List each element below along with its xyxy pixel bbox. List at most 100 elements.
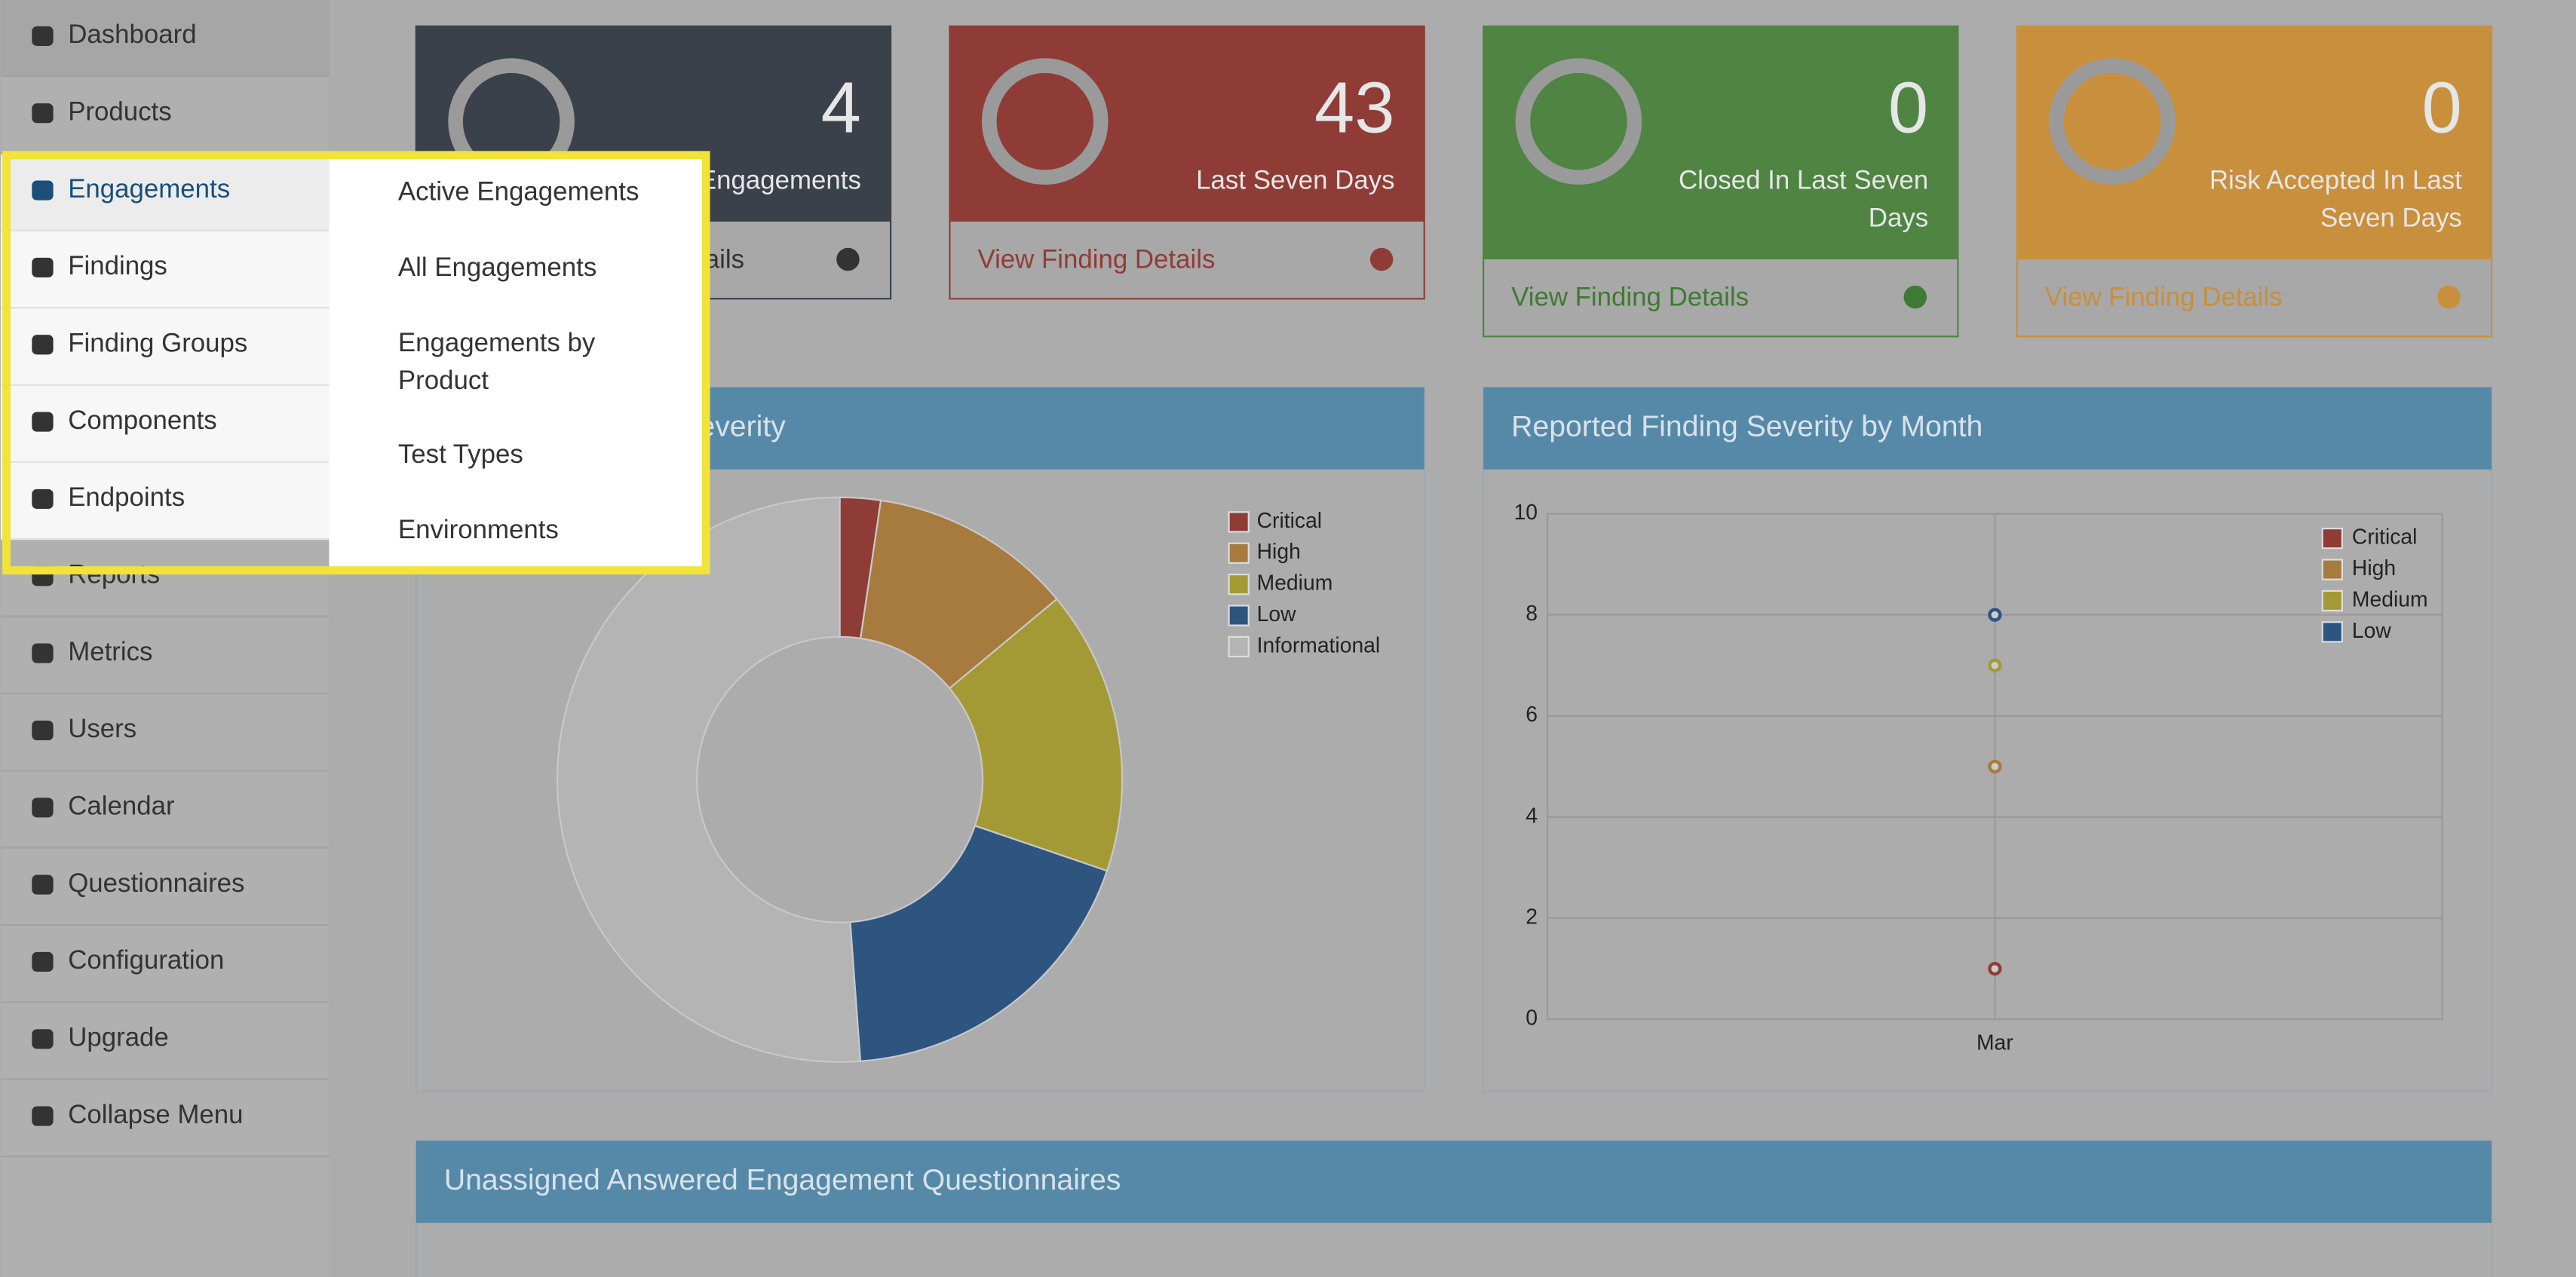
legend-label: Low <box>2352 618 2391 642</box>
legend-swatch <box>1228 542 1250 564</box>
card-value: 43 <box>1314 68 1395 149</box>
legend-label: Critical <box>1257 508 1322 532</box>
legend-swatch <box>2321 559 2343 580</box>
sidebar-icon <box>32 1106 54 1126</box>
sidebar-icon <box>32 798 54 818</box>
card-value: 4 <box>821 68 861 149</box>
line-panel-title: Reported Finding Severity by Month <box>1511 411 1983 443</box>
card-link-icon <box>1369 247 1394 271</box>
y-tick-label: 8 <box>1526 601 1538 625</box>
sidebar-icon <box>32 412 54 432</box>
legend-swatch <box>1228 511 1250 533</box>
card-label: Closed In Last Seven Days <box>1679 167 1929 234</box>
sidebar-item[interactable] <box>0 1079 330 1156</box>
dropdown-item-box: All Engagements <box>397 254 597 283</box>
sidebar-label[interactable]: Calendar <box>68 791 175 820</box>
card-icon <box>2049 58 2176 185</box>
card-value: 0 <box>2422 68 2462 149</box>
dropdown-menu <box>329 154 706 570</box>
sidebar-label[interactable]: Products <box>68 96 171 126</box>
data-point <box>1988 759 2002 773</box>
card-link-icon <box>1903 285 1927 309</box>
sidebar-item[interactable] <box>0 926 330 1002</box>
sidebar-icon <box>32 874 54 895</box>
sidebar-item[interactable] <box>0 1003 330 1079</box>
sidebar-item[interactable] <box>0 694 330 770</box>
card-label-box: Last Seven Days <box>1196 167 1395 196</box>
legend-swatch <box>1228 605 1250 626</box>
dropdown-item[interactable]: Test Types <box>397 441 523 470</box>
card-top <box>949 26 1424 222</box>
card-label: Last Seven Days <box>1196 167 1395 196</box>
sidebar-item[interactable] <box>0 617 330 693</box>
sidebar-item[interactable] <box>0 0 330 76</box>
y-tick-label: 0 <box>1526 1006 1538 1030</box>
sidebar-icon <box>32 720 54 740</box>
legend-label: Critical <box>2352 525 2417 549</box>
sidebar-label[interactable]: Configuration <box>68 945 224 975</box>
dropdown-item[interactable]: All Engagements <box>397 254 597 283</box>
sidebar-label[interactable]: Metrics <box>68 637 152 666</box>
pie-slice <box>557 496 862 1063</box>
sidebar-icon <box>32 1029 54 1049</box>
dropdown-item-box: Test Types <box>397 441 523 470</box>
questionnaire-panel-header <box>416 1141 2492 1223</box>
card-label: Risk Accepted In Last Seven Days <box>2209 167 2462 234</box>
dropdown-item-box: Environments <box>397 516 559 545</box>
dropdown-item-box: Engagements by Product <box>397 329 596 396</box>
sidebar-item[interactable] <box>0 77 330 153</box>
sidebar-icon <box>32 26 54 46</box>
sidebar-item[interactable] <box>0 540 330 616</box>
sidebar-icon <box>32 335 54 355</box>
legend-label: Informational <box>1257 632 1381 657</box>
data-point <box>1988 658 2002 672</box>
pie-slice <box>948 598 1124 872</box>
legend-label: High <box>1257 539 1301 563</box>
sidebar-label[interactable]: Users <box>68 714 136 743</box>
sidebar-icon <box>32 951 54 972</box>
line-panel-header <box>1483 387 2492 470</box>
card-label-box: Closed In Last Seven Days <box>1679 167 1929 234</box>
sidebar-item[interactable] <box>0 771 330 847</box>
sidebar-label[interactable]: Upgrade <box>68 1022 169 1052</box>
legend-swatch <box>2321 528 2343 550</box>
sidebar-item[interactable] <box>0 463 330 539</box>
sidebar-label[interactable]: Endpoints <box>68 482 185 512</box>
sidebar-label[interactable]: Engagements <box>68 174 230 204</box>
card-link[interactable]: View Finding Details <box>2045 282 2283 311</box>
legend-swatch <box>1228 573 1250 596</box>
sidebar-item[interactable] <box>0 308 330 384</box>
sidebar-item[interactable] <box>0 154 330 230</box>
sidebar-item[interactable] <box>0 231 330 308</box>
sidebar-label[interactable]: Collapse Menu <box>68 1100 243 1129</box>
data-point <box>1988 961 2002 976</box>
card-link[interactable]: View Finding Details <box>977 244 1215 274</box>
sidebar-label[interactable]: Dashboard <box>68 20 196 49</box>
sidebar-label[interactable]: Questionnaires <box>68 868 244 898</box>
sidebar-icon <box>32 643 54 663</box>
sidebar-label[interactable]: Findings <box>68 251 167 280</box>
dropdown-item[interactable]: Engagements by Product <box>397 329 596 396</box>
card-icon <box>1515 58 1642 185</box>
sidebar-label[interactable]: Components <box>68 406 216 435</box>
card-link[interactable]: View Finding Details <box>1511 282 1749 311</box>
sidebar-label[interactable]: Finding Groups <box>68 328 247 357</box>
legend-label: Medium <box>2352 586 2428 611</box>
legend-label: Low <box>1257 602 1296 626</box>
sidebar-icon <box>32 180 54 201</box>
highlight-frame <box>2 151 710 575</box>
sidebar-item[interactable] <box>0 385 330 461</box>
sidebar-icon <box>32 103 54 124</box>
legend-swatch <box>2321 590 2343 612</box>
legend-swatch <box>2321 621 2343 643</box>
legend-swatch <box>1228 635 1250 658</box>
card-link-icon <box>836 247 860 271</box>
dropdown-item[interactable]: Environments <box>397 516 559 545</box>
sidebar-item[interactable] <box>0 848 330 924</box>
y-tick-label: 10 <box>1513 500 1537 524</box>
line-panel <box>1483 386 2493 1093</box>
y-tick-label: 6 <box>1526 702 1538 726</box>
dropdown-item[interactable]: Active Engagements <box>397 179 639 207</box>
